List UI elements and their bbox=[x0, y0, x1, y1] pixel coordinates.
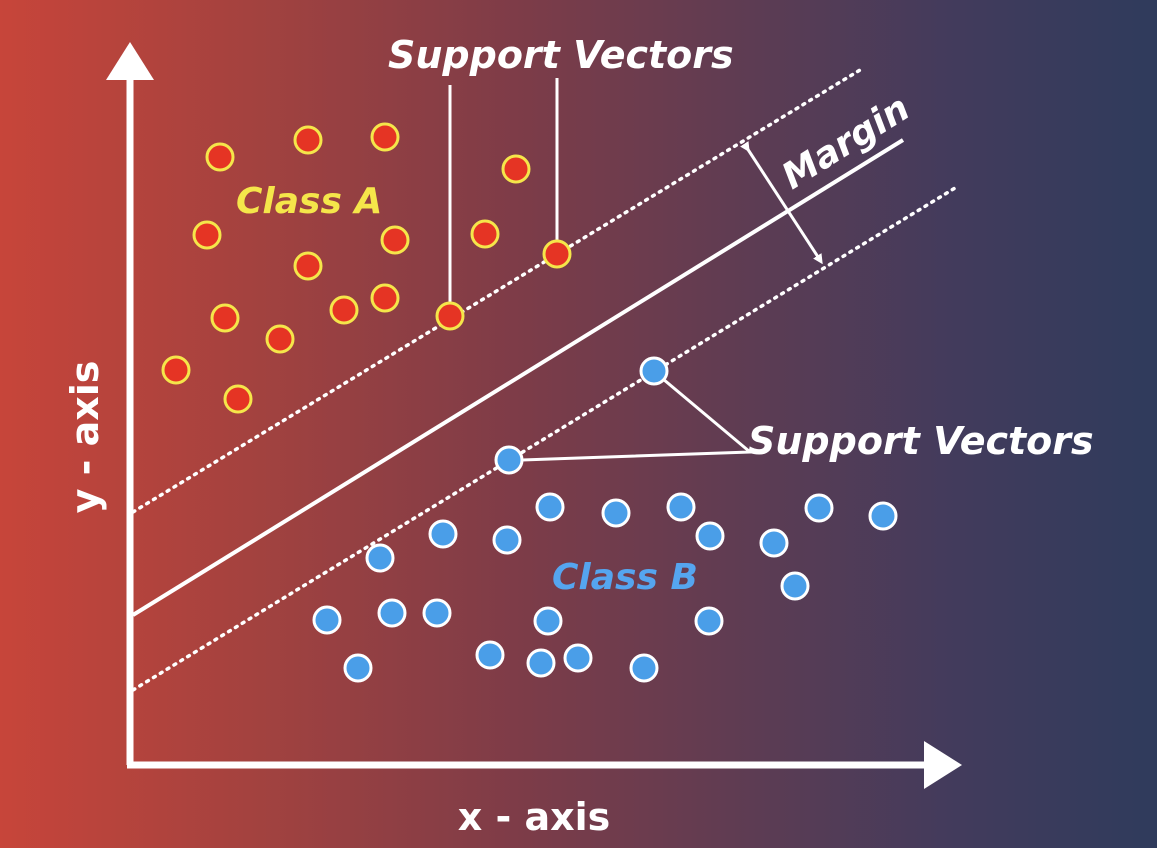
x-axis-arrowhead bbox=[924, 741, 962, 789]
class-b-point bbox=[492, 525, 522, 555]
class-b-point support-vector bbox=[494, 445, 524, 475]
class-b-point bbox=[533, 606, 563, 636]
class-b-point bbox=[629, 653, 659, 683]
class-b-point bbox=[759, 528, 789, 558]
class-b-point bbox=[428, 519, 458, 549]
class-a-point support-vector bbox=[435, 301, 465, 331]
class-a-point bbox=[380, 225, 410, 255]
upper-margin-dotted-line bbox=[131, 68, 862, 514]
support-vectors-label-right: Support Vectors bbox=[748, 419, 1094, 463]
class-b-points bbox=[312, 356, 898, 683]
class-a-point bbox=[223, 384, 253, 414]
class-a-point bbox=[470, 219, 500, 249]
margin-double-arrow bbox=[740, 141, 823, 265]
class-b-point bbox=[422, 598, 452, 628]
class-b-point bbox=[666, 492, 696, 522]
class-b-point bbox=[780, 571, 810, 601]
class-b-point bbox=[343, 653, 373, 683]
x-axis-label: x - axis bbox=[458, 795, 611, 839]
class-a-label: Class A bbox=[236, 181, 382, 222]
class-a-points bbox=[161, 122, 572, 414]
class-a-point bbox=[293, 251, 323, 281]
class-b-point support-vector bbox=[639, 356, 669, 386]
class-b-point bbox=[312, 605, 342, 635]
class-a-point support-vector bbox=[542, 239, 572, 269]
class-b-point bbox=[365, 543, 395, 573]
class-a-point bbox=[205, 142, 235, 172]
class-b-point bbox=[377, 598, 407, 628]
class-a-point bbox=[329, 295, 359, 325]
class-b-point bbox=[868, 501, 898, 531]
class-b-point bbox=[526, 648, 556, 678]
class-a-point bbox=[293, 125, 323, 155]
y-axis-arrowhead bbox=[106, 42, 154, 80]
class-b-label: Class B bbox=[552, 557, 698, 598]
class-b-point bbox=[475, 640, 505, 670]
class-a-point bbox=[370, 122, 400, 152]
class-b-point bbox=[694, 606, 724, 636]
class-b-point bbox=[601, 498, 631, 528]
lower-margin-dotted-line bbox=[131, 186, 957, 692]
class-b-point bbox=[695, 521, 725, 551]
class-b-point bbox=[563, 643, 593, 673]
class-b-point bbox=[804, 493, 834, 523]
class-a-point bbox=[161, 355, 191, 385]
support-vectors-label-top: Support Vectors bbox=[388, 33, 734, 77]
y-axis-label: y - axis bbox=[63, 361, 107, 514]
class-a-point bbox=[265, 324, 295, 354]
class-a-point bbox=[501, 154, 531, 184]
class-b-point bbox=[535, 492, 565, 522]
class-a-point bbox=[192, 220, 222, 250]
class-a-point bbox=[210, 303, 240, 333]
class-a-point bbox=[370, 283, 400, 313]
support-vector-pointer-line bbox=[521, 377, 754, 462]
